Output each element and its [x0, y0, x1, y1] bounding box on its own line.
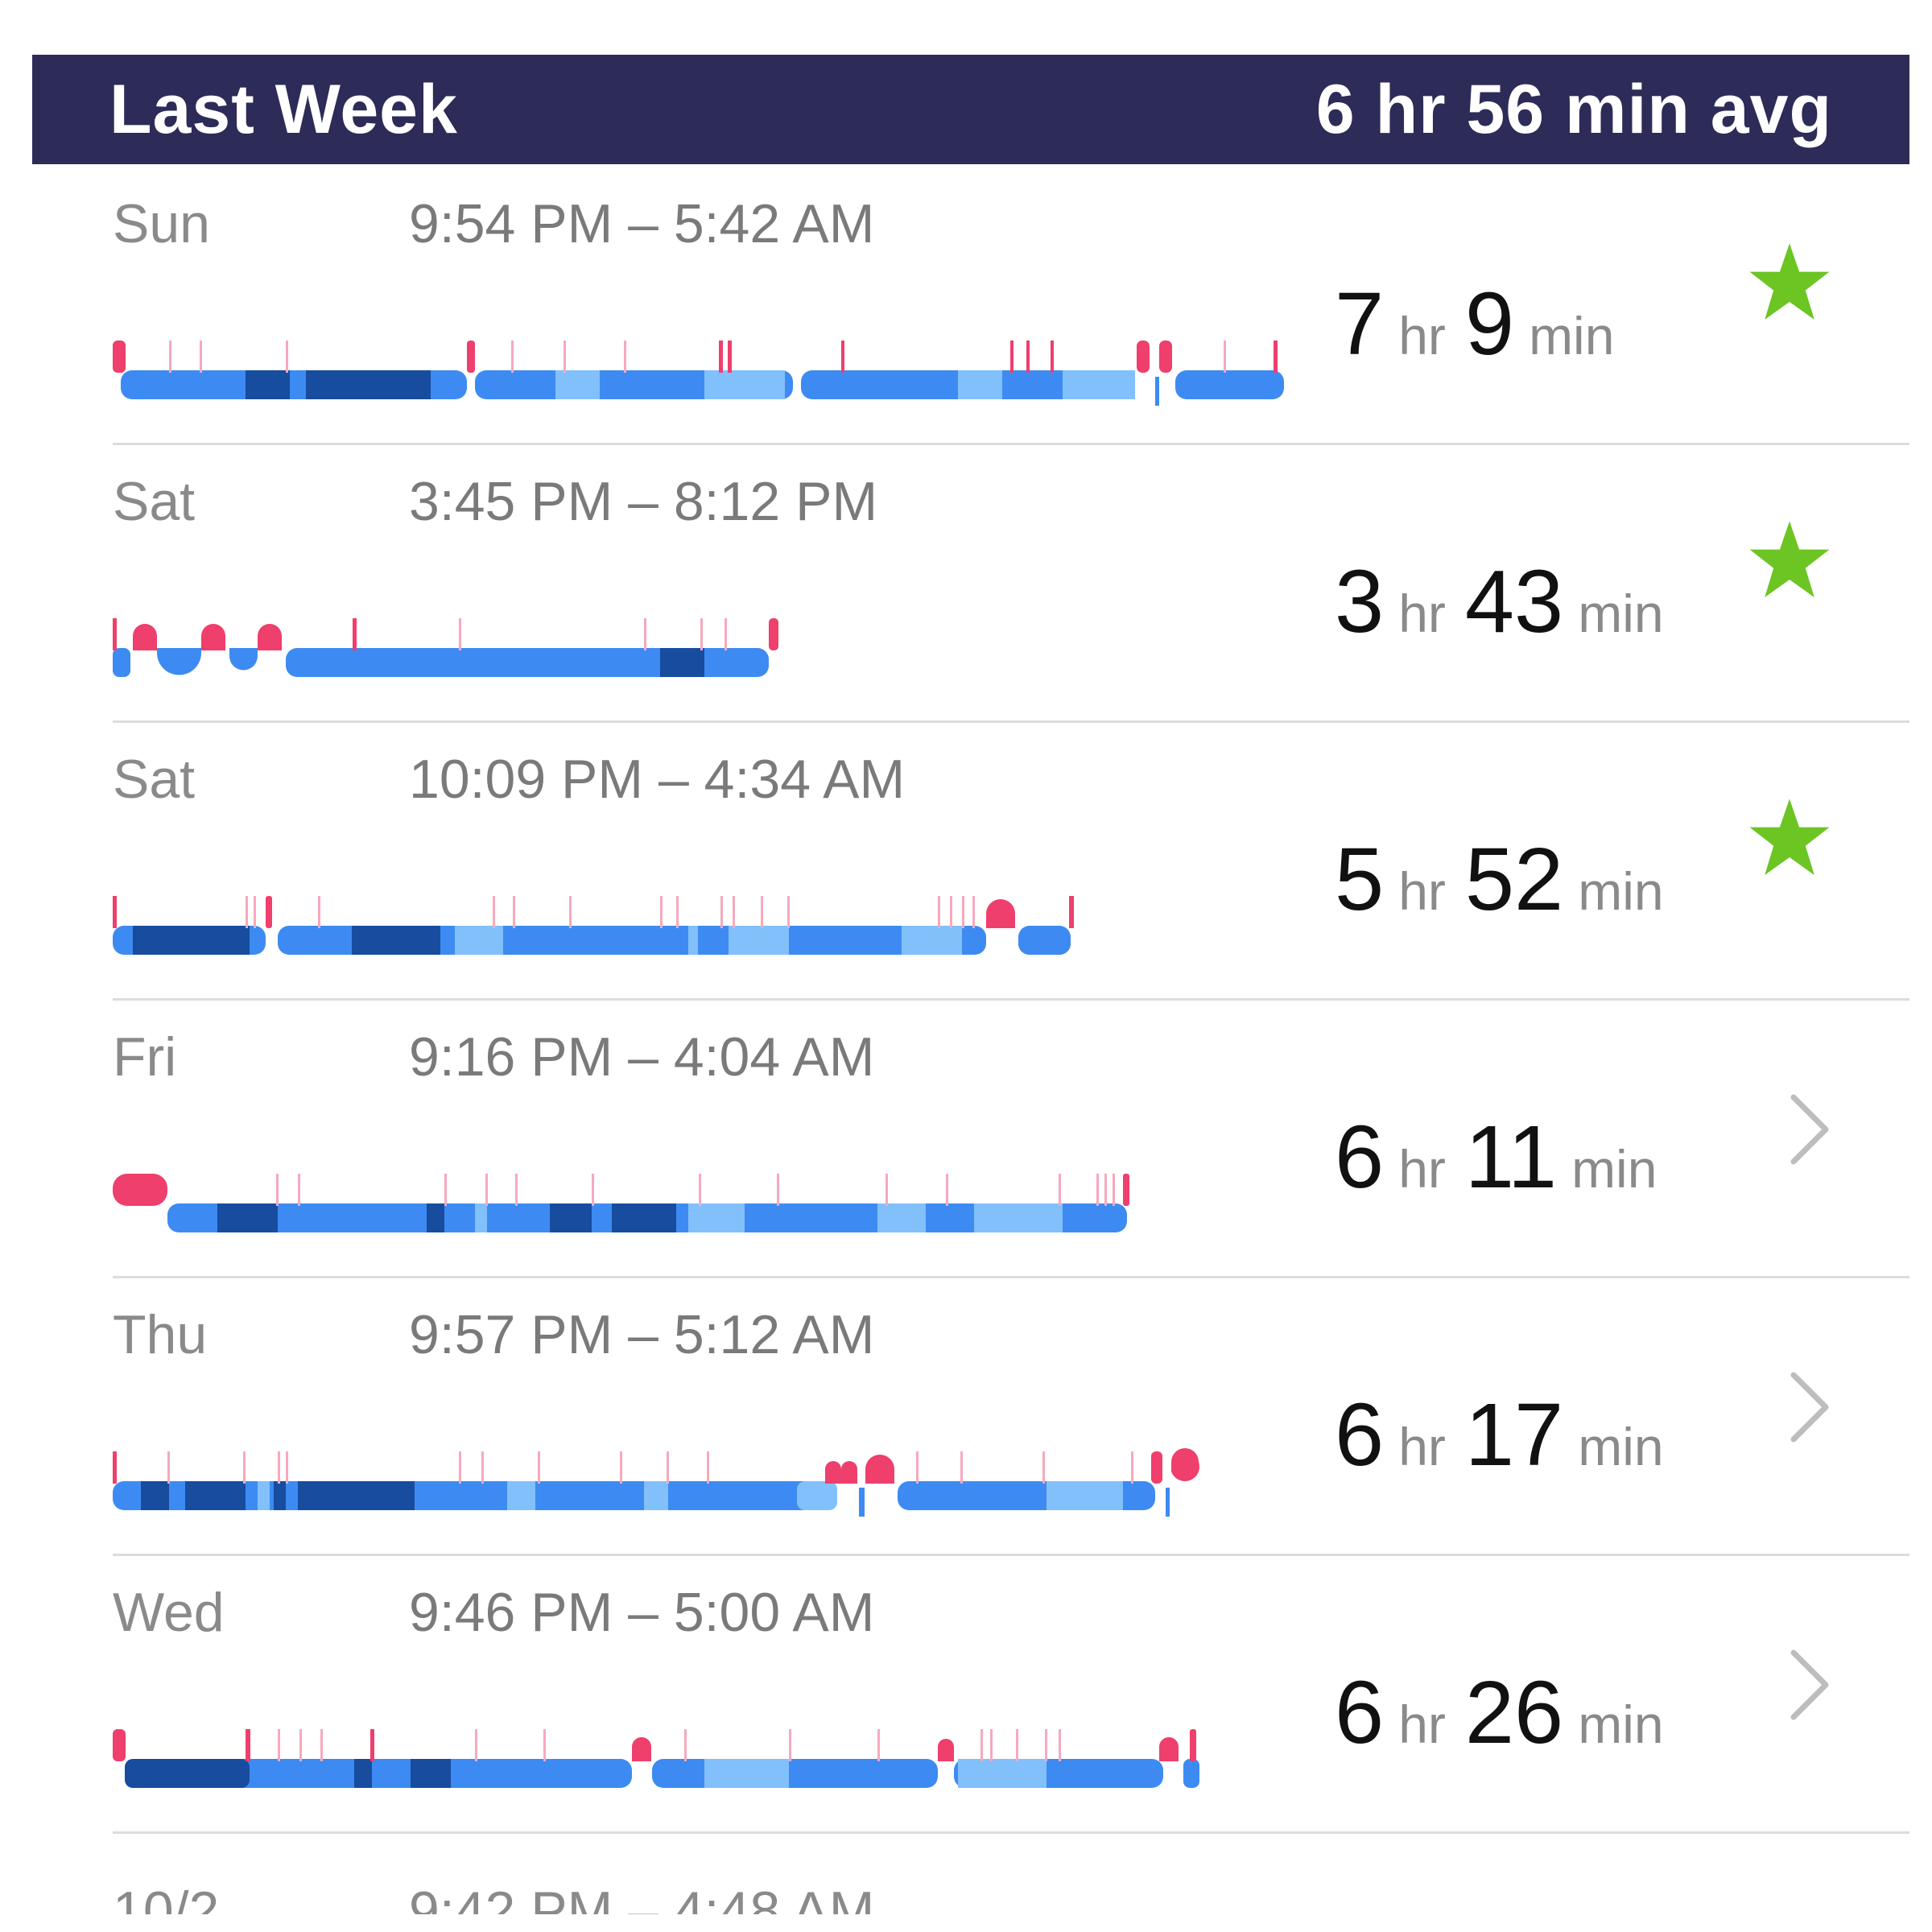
- awake-ticks: [278, 1729, 1061, 1761]
- chevron-right-icon[interactable]: [1785, 1089, 1834, 1170]
- minutes-unit: min: [1578, 584, 1664, 643]
- sleep-duration: 6 hr 11 min: [1335, 1113, 1676, 1202]
- sleep-time-range: 9:16 PM – 4:04 AM: [409, 1026, 875, 1088]
- sleep-day: 10/2: [113, 1880, 220, 1914]
- hours-unit: hr: [1398, 861, 1446, 921]
- duration-hours: 6: [1335, 1108, 1385, 1207]
- awake-marks: [113, 341, 1278, 373]
- sleep-time-range: 9:42 PM – 4:48 AM: [409, 1880, 875, 1914]
- duration-minutes: 17: [1464, 1385, 1564, 1484]
- sleep-stage-timeline: [113, 1174, 1129, 1232]
- sleep-row-partial[interactable]: 10/2 9:42 PM – 4:48 AM: [0, 1850, 1932, 1914]
- stage-segments: [113, 1481, 1170, 1517]
- duration-minutes: 43: [1464, 552, 1564, 651]
- awake-ticks: [459, 618, 727, 650]
- awake-ticks: [276, 1174, 1115, 1206]
- sleep-row[interactable]: Thu 9:57 PM – 5:12 AM: [0, 1278, 1932, 1556]
- awake-ticks: [246, 896, 975, 928]
- weekly-average: 6 hr 56 min avg: [1315, 71, 1832, 148]
- sleep-stage-timeline: [113, 341, 1284, 406]
- sleep-duration: 6 hr 17 min: [1335, 1391, 1683, 1480]
- row-divider: [113, 1276, 1909, 1278]
- minutes-unit: min: [1578, 1417, 1664, 1476]
- star-icon: [1749, 243, 1830, 320]
- duration-hours: 6: [1335, 1663, 1385, 1762]
- sleep-duration: 6 hr 26 min: [1335, 1669, 1683, 1757]
- hours-unit: hr: [1398, 1417, 1446, 1476]
- sleep-row[interactable]: Sat 10:09 PM – 4:34 AM: [0, 723, 1932, 1001]
- hours-unit: hr: [1398, 1139, 1446, 1199]
- stage-segments: [125, 1759, 1199, 1788]
- duration-minutes: 52: [1464, 830, 1564, 929]
- sleep-day: Wed: [113, 1582, 225, 1643]
- duration-hours: 7: [1335, 275, 1385, 374]
- duration-hours: 3: [1335, 552, 1385, 651]
- awake-marks: [113, 1729, 1196, 1761]
- duration-hours: 6: [1335, 1385, 1385, 1484]
- sleep-time-range: 3:45 PM – 8:12 PM: [409, 471, 878, 532]
- chevron-right-icon[interactable]: [1785, 1367, 1834, 1447]
- stage-segments: [167, 1203, 1127, 1232]
- sleep-time-range: 9:46 PM – 5:00 AM: [409, 1582, 875, 1643]
- sleep-stage-timeline: [113, 1448, 1200, 1517]
- sleep-row[interactable]: Sun 9:54 PM – 5:42 AM: [0, 167, 1932, 445]
- duration-minutes: 9: [1464, 275, 1515, 374]
- stage-segments: [113, 648, 769, 677]
- sleep-time-range: 9:54 PM – 5:42 AM: [409, 193, 875, 254]
- sleep-time-range: 9:57 PM – 5:12 AM: [409, 1304, 875, 1365]
- sleep-duration: 7 hr 9 min: [1335, 280, 1633, 369]
- stage-segments: [113, 926, 1071, 955]
- duration-hours: 5: [1335, 830, 1385, 929]
- row-divider: [113, 1554, 1909, 1556]
- duration-minutes: 11: [1464, 1108, 1558, 1207]
- sleep-day: Sat: [113, 471, 196, 532]
- sleep-row[interactable]: Fri 9:16 PM – 4:04 AM 6 hr 11 mi: [0, 1001, 1932, 1278]
- sleep-row[interactable]: Wed 9:46 PM – 5:00 AM: [0, 1556, 1932, 1834]
- awake-marks: [113, 1448, 1200, 1484]
- row-divider: [113, 998, 1909, 1001]
- star-icon: [1749, 521, 1830, 597]
- duration-minutes: 26: [1464, 1663, 1564, 1762]
- minutes-unit: min: [1571, 1139, 1657, 1199]
- week-summary-header: Last Week 6 hr 56 min avg: [32, 55, 1909, 164]
- minutes-unit: min: [1578, 861, 1664, 921]
- sleep-stage-timeline: [113, 618, 778, 677]
- star-icon: [1749, 799, 1830, 875]
- minutes-unit: min: [1578, 1695, 1664, 1754]
- hours-unit: hr: [1398, 584, 1446, 643]
- awake-marks: [113, 896, 1074, 928]
- sleep-day: Sun: [113, 193, 210, 254]
- header-title: Last Week: [109, 71, 458, 148]
- row-divider: [113, 1831, 1909, 1834]
- awake-marks: [113, 618, 778, 650]
- sleep-stage-timeline: [113, 896, 1074, 955]
- chevron-right-icon[interactable]: [1785, 1645, 1834, 1725]
- sleep-row[interactable]: Sat 3:45 PM – 8:12 PM 3 hr 43 min: [0, 445, 1932, 723]
- sleep-day: Sat: [113, 749, 196, 810]
- awake-ticks: [167, 1451, 1133, 1484]
- row-divider: [113, 443, 1909, 445]
- sleep-duration: 3 hr 43 min: [1335, 558, 1683, 646]
- awake-ticks: [169, 341, 1226, 373]
- awake-marks: [113, 1174, 1129, 1206]
- hours-unit: hr: [1398, 306, 1446, 365]
- hours-unit: hr: [1398, 1695, 1446, 1754]
- sleep-day: Thu: [113, 1304, 208, 1365]
- minutes-unit: min: [1529, 306, 1615, 365]
- stage-segments: [121, 370, 1284, 406]
- sleep-time-range: 10:09 PM – 4:34 AM: [409, 749, 906, 810]
- sleep-duration: 5 hr 52 min: [1335, 836, 1683, 924]
- sleep-stage-timeline: [113, 1729, 1199, 1788]
- row-divider: [113, 720, 1909, 723]
- sleep-day: Fri: [113, 1026, 177, 1088]
